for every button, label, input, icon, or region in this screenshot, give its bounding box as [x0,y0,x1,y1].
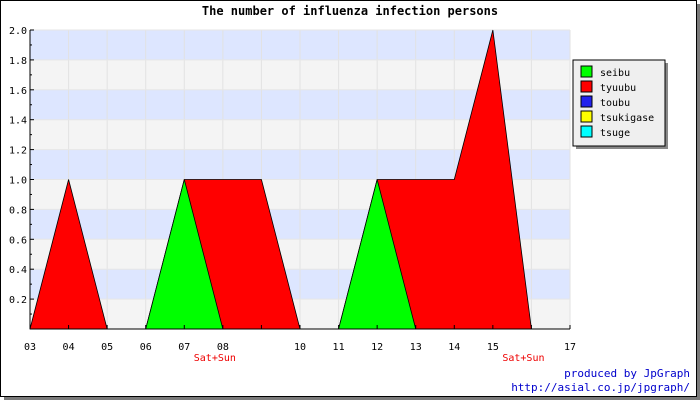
axes: 0.2 0.4 0.6 0.8 1.0 1.2 1.4 1.6 1.8 2.0 03 04 05 06 07… [9,26,576,364]
x-tick-label: 13 [410,342,422,353]
x-tick-label: 06 [140,342,152,353]
x-tick-label: 05 [101,342,113,353]
x-tick-label: 11 [333,342,345,353]
credit-url[interactable]: http://asial.co.jp/jpgraph/ [511,381,690,394]
legend-label-tsuge: tsuge [600,128,630,139]
x-tick-label: 17 [564,342,576,353]
x-tick-label: 03 [24,342,36,353]
legend-swatch-toubu [580,95,593,108]
legend-label-tyuubu: tyuubu [600,83,636,94]
x-tick-label: 08 [217,342,229,353]
legend-label-tsukigase: tsukigase [600,113,654,124]
y-tick-label: 0.8 [9,205,27,216]
legend-label-seibu: seibu [600,68,630,79]
x-tick-label: 15 [487,342,499,353]
chart-title: The number of influenza infection person… [202,4,498,18]
x-tick-label: 14 [448,342,460,353]
y-tick-label: 1.2 [9,146,27,157]
y-tick-label: 1.8 [9,56,27,67]
legend-swatch-tsukigase [580,110,593,123]
credit-line-1: produced by JpGraph [564,367,690,380]
y-tick-label: 0.4 [9,265,27,276]
x-tick-label: 04 [63,342,75,353]
x-tick-label: 07 [178,342,190,353]
legend-label-toubu: toubu [600,98,630,109]
weekend-label: Sat+Sun [502,353,544,364]
y-tick-label: 1.0 [9,176,27,187]
y-tick-label: 2.0 [9,26,27,37]
x-tick-label: 12 [371,342,383,353]
y-tick-label: 0.6 [9,235,27,246]
y-tick-label: 1.6 [9,86,27,97]
legend-swatch-tyuubu [580,80,593,93]
x-tick-label: 10 [294,342,306,353]
legend: seibu tyuubu toubu tsukigase tsuge [572,59,668,149]
y-tick-label: 1.4 [9,116,27,127]
legend-swatch-seibu [580,65,593,78]
weekend-label: Sat+Sun [194,353,236,364]
legend-swatch-tsuge [580,125,593,138]
y-tick-label: 0.2 [9,295,27,306]
